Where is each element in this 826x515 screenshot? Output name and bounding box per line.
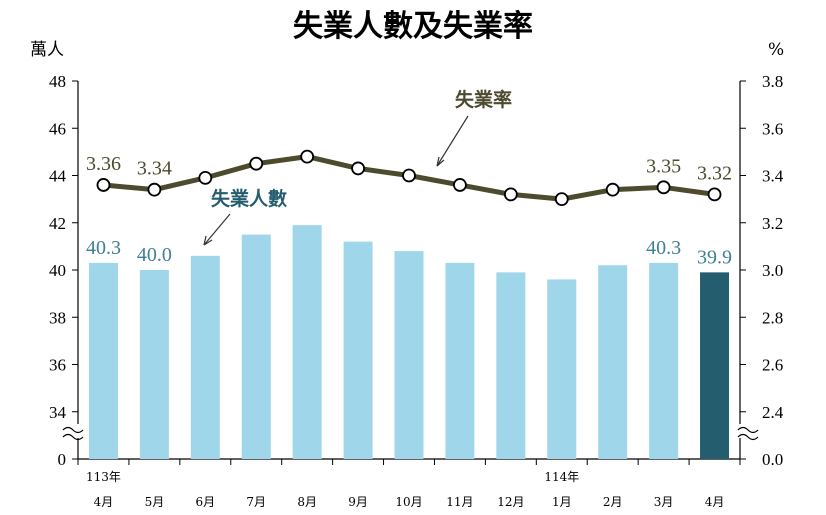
right-tick-label: 2.6 xyxy=(762,356,783,375)
annotation-line: 失業率 xyxy=(436,88,512,167)
x-tick-label: 10月 xyxy=(395,495,422,509)
bar-data-label: 39.9 xyxy=(697,246,732,268)
right-axis-unit: % xyxy=(768,40,784,60)
bar-data-label: 40.0 xyxy=(137,244,172,266)
axes: 0 34 36 38 40 42 44 46 48 0.0 2.4 2.6 2.8 3.0 3.2 3.4 3.… xyxy=(49,72,784,469)
right-axis-break xyxy=(737,426,759,441)
bar-data-label: 40.3 xyxy=(646,237,681,259)
right-axis-break-mask xyxy=(739,424,757,438)
x-tick-label: 4月 xyxy=(94,495,114,509)
bar-annotation-label: 失業人數 xyxy=(211,187,287,210)
left-tick-label: 42 xyxy=(49,214,66,233)
bars xyxy=(88,225,730,459)
line-annotation-label: 失業率 xyxy=(455,88,512,111)
bar-9 xyxy=(547,279,577,459)
x-tick-label: 6月 xyxy=(195,495,215,509)
x-axis: 4月 5月 6月 7月 8月 9月 10月 11月 12月 1月 2月 3月 4月 113年 114年 xyxy=(77,459,741,509)
line-annotation-arrow xyxy=(436,115,469,167)
line-series xyxy=(96,149,722,207)
left-tick-label: 40 xyxy=(49,261,66,280)
x-tick-label: 2月 xyxy=(603,495,623,509)
bar-3 xyxy=(241,234,271,459)
x-tick-label: 3月 xyxy=(654,495,674,509)
x-tick-label: 1月 xyxy=(552,495,572,509)
line-point-8 xyxy=(503,187,518,202)
bar-0 xyxy=(88,262,118,459)
bar-6 xyxy=(394,251,424,459)
line-point-9 xyxy=(554,192,569,207)
bar-1 xyxy=(139,270,169,459)
bar-annotation-arrow xyxy=(203,213,231,246)
bar-12 xyxy=(700,272,730,459)
line-point-11 xyxy=(656,180,671,195)
right-tick-label: 2.8 xyxy=(762,308,783,327)
bar-11 xyxy=(649,262,679,459)
left-axis-break xyxy=(62,426,84,441)
line-data-label: 3.32 xyxy=(697,162,732,184)
line-point-7 xyxy=(453,178,467,192)
left-axis-break-mask xyxy=(64,424,82,438)
left-tick-label: 0 xyxy=(58,450,67,469)
line-point-12 xyxy=(707,187,722,202)
x-tick-label: 8月 xyxy=(297,495,317,509)
bar-4 xyxy=(292,225,322,459)
bar-annotation-arrowhead xyxy=(203,235,213,246)
x-tick-label: 9月 xyxy=(348,495,368,509)
line-annotation-arrowhead xyxy=(436,156,445,167)
left-tick-label: 36 xyxy=(49,356,66,375)
x-tick-label: 11月 xyxy=(446,495,473,509)
line-point-2 xyxy=(198,170,213,185)
bar-5 xyxy=(343,241,373,459)
right-tick-label: 3.0 xyxy=(762,261,783,280)
line-point-6 xyxy=(402,168,416,183)
left-axis-unit: 萬人 xyxy=(30,40,64,60)
right-tick-label: 3.6 xyxy=(762,119,783,138)
line-point-1 xyxy=(147,182,162,197)
bar-7 xyxy=(445,262,475,459)
right-tick-label: 3.8 xyxy=(762,72,783,91)
line-data-label: 3.35 xyxy=(646,155,681,177)
x-tick-label: 7月 xyxy=(246,495,266,509)
annotation-bar: 失業人數 xyxy=(203,187,287,246)
bar-8 xyxy=(496,272,526,459)
right-tick-label: 2.4 xyxy=(762,403,784,422)
x-year-label: 113年 xyxy=(86,470,121,484)
x-year-label: 114年 xyxy=(544,470,579,484)
left-tick-label: 38 xyxy=(49,308,66,327)
left-tick-label: 46 xyxy=(49,119,66,138)
right-tick-label: 3.4 xyxy=(762,167,784,186)
x-tick-label: 12月 xyxy=(497,495,524,509)
left-tick-label: 48 xyxy=(49,72,66,91)
right-tick-label: 0.0 xyxy=(762,450,783,469)
line-point-0 xyxy=(96,178,111,192)
x-tick-label: 4月 xyxy=(705,495,725,509)
left-tick-label: 34 xyxy=(49,403,67,422)
bar-2 xyxy=(190,255,220,459)
line-point-5 xyxy=(351,161,365,176)
bar-10 xyxy=(598,265,628,459)
x-tick-label: 5月 xyxy=(145,495,165,509)
bar-data-label: 40.3 xyxy=(86,237,121,259)
left-tick-label: 44 xyxy=(49,167,67,186)
line-point-3 xyxy=(249,156,264,171)
line-data-label: 3.36 xyxy=(86,153,121,175)
chart-title: 失業人數及失業率 xyxy=(293,9,533,44)
right-tick-label: 3.2 xyxy=(762,214,783,233)
line-point-4 xyxy=(300,149,315,164)
data-labels: 40.3 40.0 40.3 39.9 3.36 3.34 3.35 3.32 xyxy=(86,153,732,268)
line-point-10 xyxy=(605,182,620,197)
line-data-label: 3.34 xyxy=(137,158,172,180)
